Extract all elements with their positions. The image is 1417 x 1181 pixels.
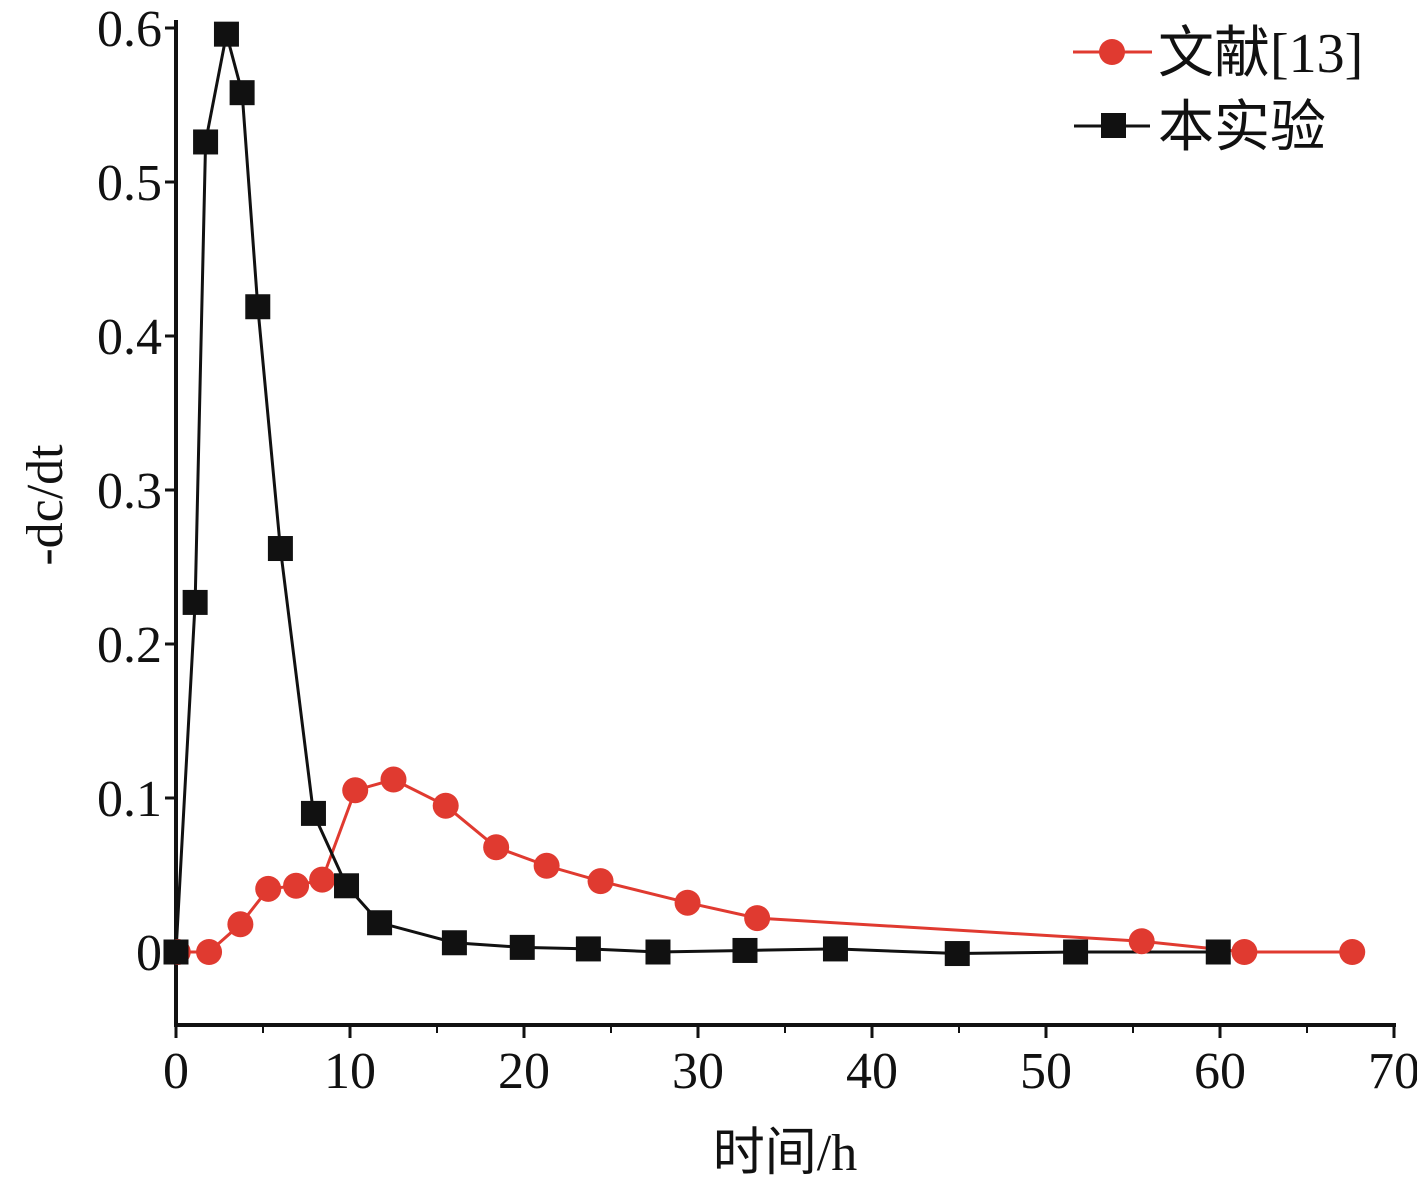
data-point-1: [193, 129, 219, 155]
data-point-0: [342, 777, 369, 804]
data-point-1: [1063, 939, 1089, 965]
legend-label-0: 文献[13]: [1158, 23, 1363, 85]
data-point-0: [483, 834, 510, 861]
data-point-1: [182, 589, 208, 615]
data-point-1: [645, 939, 671, 965]
x-tick-label: 40: [846, 1043, 898, 1100]
data-point-1: [732, 937, 758, 963]
x-tick-label: 60: [1194, 1043, 1246, 1100]
data-point-0: [1231, 939, 1258, 965]
data-point-0: [227, 911, 254, 938]
data-point-1: [441, 930, 467, 956]
x-tick-label: 0: [163, 1043, 189, 1100]
legend: 文献[13] 本实验: [1073, 23, 1363, 159]
data-point-0: [1339, 939, 1366, 965]
data-point-1: [163, 939, 189, 965]
x-tick-label: 30: [672, 1043, 724, 1100]
y-tick-label: 0: [136, 925, 162, 982]
data-point-1: [334, 873, 360, 899]
data-point-0: [380, 766, 407, 793]
data-point-1: [509, 934, 535, 960]
y-tick-label: 0.1: [97, 771, 162, 828]
data-point-1: [229, 80, 255, 106]
data-point-0: [587, 868, 614, 895]
data-point-0: [533, 852, 560, 879]
data-point-1: [300, 800, 326, 826]
data-point-1: [1205, 939, 1231, 965]
data-point-1: [245, 294, 271, 320]
data-point-1: [822, 936, 848, 962]
data-point-0: [309, 866, 336, 893]
legend-label-1: 本实验: [1158, 97, 1326, 159]
y-tick-label: 0.5: [97, 155, 162, 212]
y-axis-label: -dc/dt: [17, 444, 74, 566]
x-tick-label: 50: [1020, 1043, 1072, 1100]
y-tick-label: 0.2: [97, 617, 162, 674]
data-point-0: [255, 875, 282, 902]
data-point-0: [744, 905, 771, 932]
data-point-1: [213, 21, 239, 47]
data-point-1: [267, 536, 293, 562]
y-tick-label: 0.3: [97, 463, 162, 520]
data-point-0: [283, 872, 310, 899]
y-tick-label: 0.4: [97, 309, 162, 366]
data-point-1: [575, 936, 601, 962]
legend-marker-0: [1099, 39, 1125, 65]
x-axis-label: 时间/h: [713, 1125, 857, 1181]
x-tick-label: 70: [1368, 1043, 1417, 1100]
data-point-1: [367, 910, 393, 936]
data-point-0: [1128, 928, 1155, 955]
y-tick-label: 0.6: [97, 1, 162, 58]
x-tick-label: 10: [324, 1043, 376, 1100]
series-line-1: [174, 33, 1219, 956]
data-point-1: [944, 941, 970, 967]
x-tick-label: 20: [498, 1043, 550, 1100]
data-point-0: [432, 792, 459, 819]
data-point-0: [196, 939, 223, 965]
legend-marker-1: [1101, 113, 1126, 138]
data-point-0: [674, 889, 701, 916]
